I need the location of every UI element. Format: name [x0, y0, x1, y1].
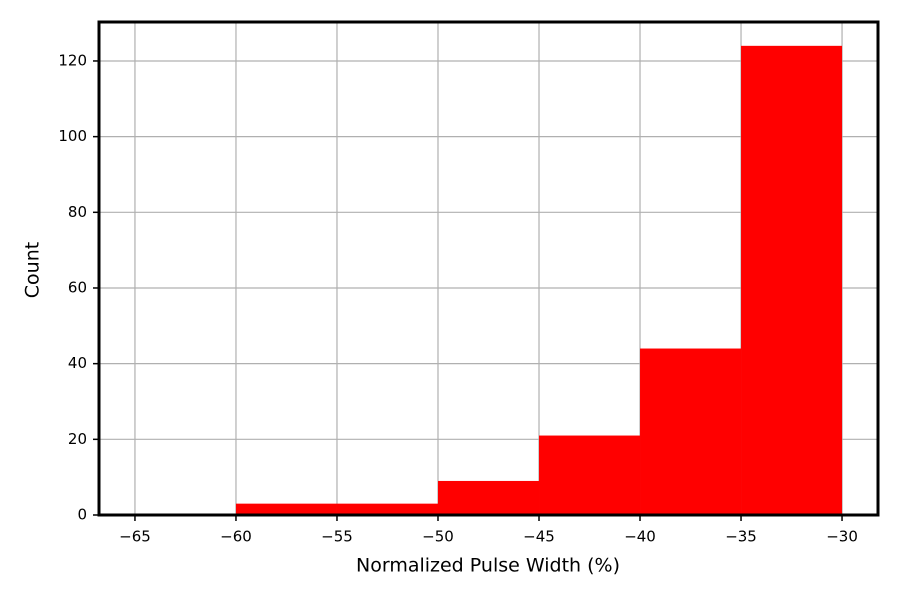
y-tick-label: 60 — [68, 278, 87, 296]
bar — [336, 503, 438, 515]
bar — [437, 480, 540, 515]
x-tick-label: −65 — [119, 528, 151, 546]
y-axis-label: Count — [22, 242, 44, 298]
x-tick-label: −50 — [422, 528, 454, 546]
bar — [741, 45, 843, 515]
y-tick-label: 80 — [68, 203, 87, 221]
x-tick-label: −55 — [321, 528, 353, 546]
x-tick-label: −60 — [220, 528, 252, 546]
x-axis-label: Normalized Pulse Width (%) — [356, 555, 620, 577]
x-tick-label: −35 — [725, 528, 757, 546]
y-tick-label: 100 — [58, 127, 87, 145]
y-tick-label: 40 — [68, 354, 87, 372]
x-tick-label: −40 — [624, 528, 656, 546]
y-tick-label: 120 — [58, 51, 87, 69]
plot-frame — [97, 20, 880, 517]
x-tick-label: −45 — [523, 528, 555, 546]
bar — [539, 435, 641, 515]
x-tick-label: −30 — [826, 528, 858, 546]
bar — [640, 348, 742, 515]
y-tick-label: 0 — [77, 506, 87, 524]
y-tick-label: 20 — [68, 430, 87, 448]
bar — [235, 503, 337, 515]
